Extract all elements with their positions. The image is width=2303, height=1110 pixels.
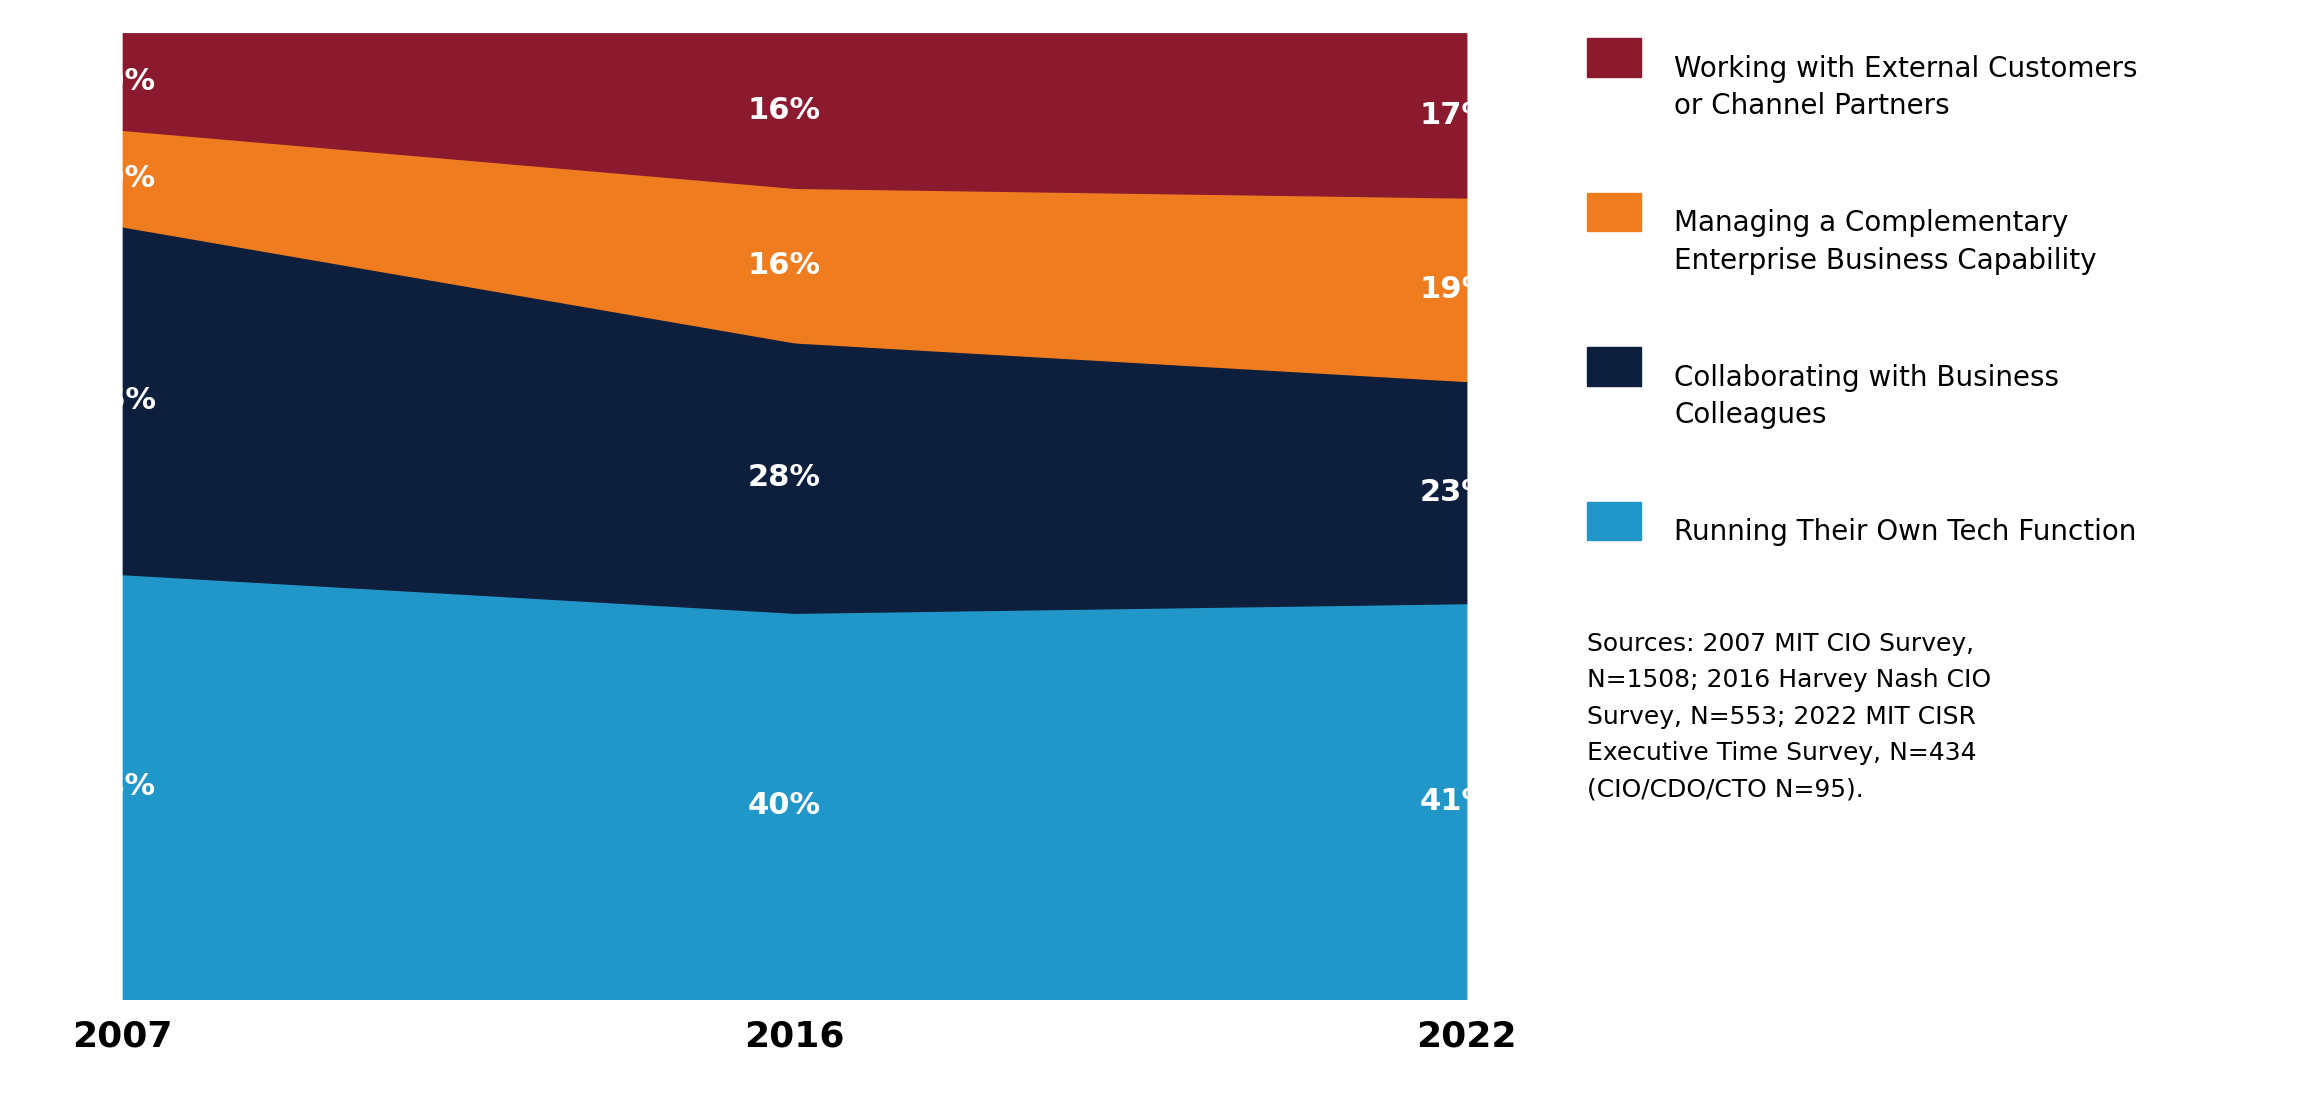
Text: 40%: 40% [748, 791, 820, 820]
Text: 19%: 19% [1419, 274, 1492, 304]
Text: 10%: 10% [83, 67, 157, 97]
Text: 17%: 17% [1419, 101, 1492, 130]
Text: 41%: 41% [1419, 787, 1492, 816]
Bar [1587, 347, 1640, 386]
Text: Managing a Complementary
Enterprise Business Capability: Managing a Complementary Enterprise Busi… [1674, 209, 2098, 275]
Text: 16%: 16% [748, 251, 820, 280]
Bar [1587, 38, 1640, 77]
Bar [1587, 193, 1640, 231]
Text: Working with External Customers
or Channel Partners: Working with External Customers or Chann… [1674, 54, 2137, 121]
Text: 44%: 44% [83, 773, 157, 801]
Text: 28%: 28% [748, 463, 820, 492]
Bar [1587, 502, 1640, 541]
Text: 16%: 16% [748, 97, 820, 125]
Text: 10%: 10% [83, 163, 157, 193]
Text: Sources: 2007 MIT CIO Survey,
N=1508; 2016 Harvey Nash CIO
Survey, N=553; 2022 M: Sources: 2007 MIT CIO Survey, N=1508; 20… [1587, 632, 1992, 801]
Text: 23%: 23% [1419, 477, 1492, 506]
Text: Collaborating with Business
Colleagues: Collaborating with Business Colleagues [1674, 364, 2059, 430]
Text: Running Their Own Tech Function: Running Their Own Tech Function [1674, 518, 2137, 546]
Text: 36%: 36% [83, 386, 157, 415]
